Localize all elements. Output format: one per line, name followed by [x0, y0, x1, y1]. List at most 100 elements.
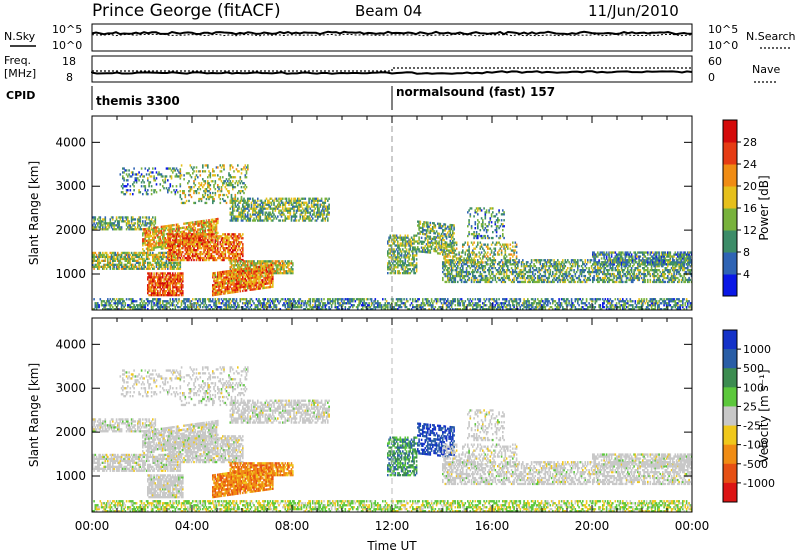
- power-cell: [255, 272, 258, 275]
- power-cell: [203, 231, 205, 234]
- power-cell: [464, 263, 467, 266]
- power-cell: [192, 235, 194, 238]
- power-cell: [168, 238, 170, 241]
- power-cell: [217, 235, 219, 238]
- power-cell: [397, 254, 399, 257]
- power-cell: [267, 282, 269, 285]
- power-cell: [164, 225, 167, 228]
- power-cell: [113, 255, 115, 259]
- power-cell: [290, 272, 293, 275]
- power-cell: [203, 170, 205, 173]
- power-cell: [110, 224, 113, 227]
- power-cell: [275, 262, 278, 265]
- power-cell: [260, 211, 263, 214]
- power-cell: [167, 267, 169, 270]
- power-cell: [254, 264, 257, 267]
- power-cell: [167, 235, 169, 238]
- power-cell: [119, 228, 122, 231]
- power-cell: [149, 243, 152, 246]
- power-cell: [224, 288, 227, 291]
- power-cell: [254, 199, 257, 202]
- power-cell: [537, 259, 539, 262]
- power-cell: [215, 258, 218, 262]
- power-cell: [414, 250, 417, 253]
- power-cell: [272, 270, 274, 273]
- power-cell: [218, 237, 220, 240]
- power-cell: [125, 173, 128, 176]
- power-cell: [187, 182, 189, 185]
- power-cell: [220, 258, 223, 262]
- power-cell: [185, 256, 188, 260]
- power-cell: [142, 193, 144, 196]
- power-cell: [150, 288, 153, 291]
- power-cell: [523, 267, 525, 270]
- power-cell: [490, 276, 493, 280]
- power-cell: [198, 237, 200, 240]
- power-cell: [298, 205, 300, 208]
- power-cell: [228, 249, 230, 252]
- power-cell: [195, 174, 198, 177]
- power-cell: [147, 241, 149, 244]
- power-cell: [202, 256, 204, 260]
- power-cell: [189, 256, 192, 260]
- power-cell: [207, 166, 209, 169]
- power-cell: [148, 233, 150, 236]
- power-cell: [214, 226, 217, 229]
- power-cell: [167, 282, 169, 285]
- power-cell: [158, 282, 160, 285]
- power-cell: [113, 224, 115, 227]
- power-cell: [267, 199, 269, 202]
- power-cell: [169, 284, 172, 287]
- power-cell: [153, 259, 155, 262]
- power-cell: [248, 267, 250, 270]
- power-cell: [129, 259, 132, 262]
- power-cell: [224, 272, 227, 275]
- power-cell: [278, 260, 280, 263]
- power-cell: [154, 167, 157, 170]
- power-cell: [107, 224, 109, 227]
- power-cell: [238, 270, 240, 273]
- power-cell: [227, 287, 229, 291]
- power-cell: [389, 252, 392, 255]
- power-cell: [175, 288, 178, 291]
- power-cell: [499, 269, 502, 272]
- power-cell: [249, 272, 252, 276]
- power-cell: [230, 252, 233, 256]
- power-cell: [169, 185, 172, 188]
- power-cell: [312, 213, 314, 216]
- power-cell: [262, 213, 264, 216]
- power-cell: [225, 178, 228, 181]
- power-cell: [539, 259, 542, 262]
- power-cell: [239, 233, 242, 236]
- power-cell: [287, 207, 289, 210]
- power-cell: [433, 230, 435, 233]
- power-cell: [327, 207, 329, 210]
- power-cell: [229, 269, 232, 273]
- power-cell: [403, 262, 405, 265]
- power-cell: [407, 264, 409, 267]
- power-cell: [212, 195, 214, 199]
- power-cell: [494, 267, 497, 270]
- power-cell: [102, 259, 104, 262]
- power-cell: [317, 217, 319, 220]
- power-cell: [207, 247, 209, 250]
- power-cell: [243, 273, 245, 277]
- power-cell: [202, 223, 204, 227]
- power-cell: [429, 221, 432, 225]
- power-cell: [453, 244, 455, 247]
- power-cell: [108, 263, 110, 266]
- power-cell: [209, 222, 212, 226]
- power-cell: [194, 238, 197, 242]
- power-cell: [155, 234, 158, 237]
- power-cell: [409, 262, 412, 265]
- power-cell: [542, 280, 544, 284]
- power-cell: [142, 228, 144, 231]
- power-cell: [240, 217, 243, 220]
- power-cell: [109, 259, 112, 262]
- power-cell: [175, 235, 178, 238]
- power-cell: [169, 252, 172, 256]
- power-cell: [450, 265, 453, 268]
- power-cell: [179, 280, 182, 283]
- power-cell: [244, 205, 247, 208]
- power-cell: [137, 222, 139, 225]
